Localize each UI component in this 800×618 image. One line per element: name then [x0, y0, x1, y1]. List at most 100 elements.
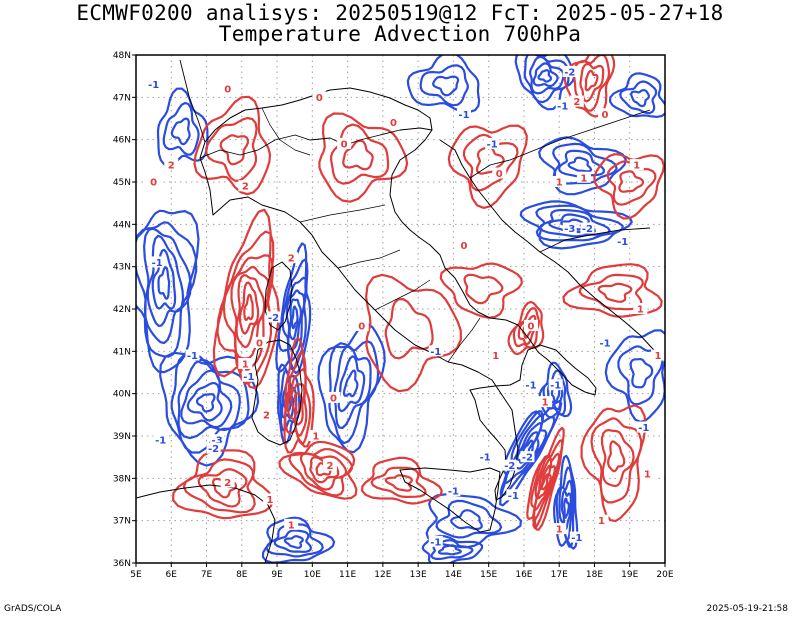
negative-contour — [277, 363, 301, 445]
positive-contour — [507, 300, 545, 356]
positive-contour — [618, 170, 645, 193]
positive-contour — [197, 468, 248, 508]
contour-value-label: -2 — [208, 444, 219, 455]
contour-value-label: 1 — [637, 305, 644, 316]
contour-value-label: 0 — [390, 118, 397, 129]
contour-label-bg — [284, 518, 299, 530]
contour-label-bg — [266, 311, 281, 323]
negative-contour — [419, 64, 469, 107]
contour-value-label: 1 — [633, 161, 640, 172]
italy-coastline — [199, 87, 597, 501]
positive-contour — [607, 440, 626, 473]
positive-contour — [600, 429, 635, 488]
contour-label-bg — [456, 239, 471, 251]
negative-contour — [333, 345, 372, 429]
contour-label-bg — [206, 442, 221, 454]
contour-label-bg — [562, 222, 577, 234]
contour-label-bg — [428, 535, 443, 547]
contour-label-bg — [548, 379, 563, 391]
contour-value-label: 0 — [256, 338, 263, 349]
contour-label-bg — [580, 222, 595, 234]
contour-value-label: 1 — [644, 470, 651, 481]
contour-value-label: 2 — [224, 478, 231, 489]
negative-contour — [535, 204, 624, 242]
contour-value-label: -3 — [564, 224, 575, 235]
positive-contour — [540, 473, 550, 491]
negative-contour — [563, 497, 570, 519]
contour-label-bg — [555, 99, 570, 111]
contour-value-label: 2 — [573, 97, 580, 108]
contour-label-bg — [284, 252, 299, 264]
contour-label-bg — [640, 468, 655, 480]
positive-contour — [330, 123, 390, 185]
negative-contour — [539, 209, 611, 238]
contour-value-label: 0 — [496, 169, 503, 180]
contour-value-label: 2 — [326, 461, 333, 472]
positive-contour — [365, 273, 462, 393]
contour-label-bg — [146, 78, 161, 90]
contour-value-label: 1 — [492, 351, 499, 362]
negative-contour — [157, 266, 171, 300]
negative-contour — [290, 305, 299, 330]
contour-label-bg — [259, 408, 274, 420]
negative-contour — [162, 101, 200, 156]
positive-contour — [526, 426, 565, 531]
positive-contour — [579, 62, 605, 103]
contour-value-label: 2 — [242, 182, 249, 193]
negative-contour — [509, 422, 543, 472]
contour-label-bg — [552, 523, 567, 535]
negative-contour — [529, 55, 565, 95]
negative-contour — [425, 493, 522, 549]
france-border — [179, 59, 206, 143]
contour-value-label: 1 — [242, 360, 249, 371]
negative-contour — [337, 355, 366, 413]
alpine-border — [199, 127, 433, 159]
lon-tick-label: 20E — [656, 570, 673, 580]
contour-value-label: 1 — [556, 178, 563, 189]
corsica-coastline — [264, 261, 293, 331]
contour-label-bg — [636, 421, 651, 433]
negative-contour — [283, 535, 304, 549]
contour-value-label: 0 — [316, 93, 323, 104]
contour-value-label: -1 — [525, 381, 536, 392]
contour-label-bg — [456, 108, 471, 120]
contour-label-bg — [523, 319, 538, 331]
positive-contour — [278, 440, 358, 500]
footer-credit: GrADS/COLA — [4, 604, 62, 614]
positive-contour — [584, 69, 599, 92]
negative-contour — [288, 298, 302, 341]
positive-contour — [172, 449, 274, 520]
positive-contour — [283, 337, 315, 454]
contour-value-label: 0 — [150, 178, 157, 189]
negative-contour — [604, 329, 665, 423]
contour-value-label: -2 — [268, 313, 279, 324]
tunisia-coastline — [136, 484, 276, 563]
contour-label-bg — [308, 430, 323, 441]
lon-tick-label: 7E — [201, 570, 213, 580]
contour-value-label: 0 — [330, 393, 337, 404]
contour-value-label: -1 — [508, 491, 519, 502]
contour-value-label: 1 — [288, 520, 295, 531]
contour-value-label: 0 — [528, 321, 535, 332]
contour-value-label: 1 — [654, 351, 661, 362]
positive-contour — [439, 262, 523, 319]
contour-value-label: -1 — [458, 110, 469, 121]
lat-tick-label: 46N — [113, 136, 131, 146]
negative-contour — [136, 209, 200, 374]
positive-contour — [384, 474, 413, 492]
negative-contour — [437, 544, 462, 556]
contour-label-bg — [485, 137, 500, 149]
negative-advection-contours — [136, 55, 665, 563]
negative-contour — [567, 156, 593, 173]
contour-label-bg — [428, 345, 443, 357]
lon-tick-label: 9E — [271, 570, 283, 580]
contour-value-label: -1 — [599, 338, 610, 349]
contour-value-label: 1 — [556, 525, 563, 536]
positive-contour — [532, 452, 561, 522]
contour-label-bg — [312, 91, 327, 103]
negative-contour — [538, 361, 573, 419]
contour-label-bg — [153, 434, 168, 446]
negative-contour — [328, 340, 380, 445]
positive-contour — [299, 452, 348, 491]
